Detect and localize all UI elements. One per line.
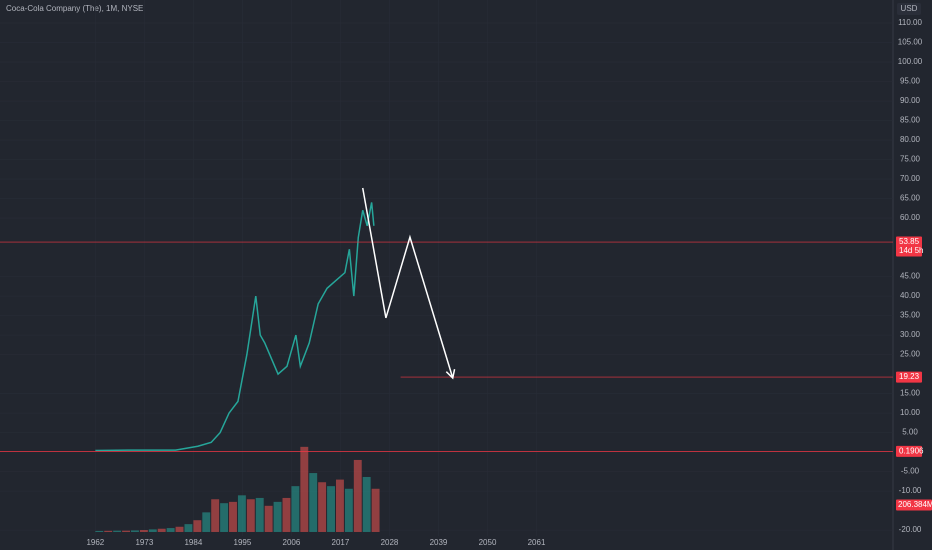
volume-bar: [104, 530, 113, 532]
price-tag-label: 0.1906: [899, 446, 924, 455]
y-tick-label: 80.00: [900, 135, 921, 144]
volume-bar: [184, 524, 193, 532]
volume-bar: [229, 501, 237, 532]
volume-bar: [255, 497, 264, 532]
x-tick-label: 2050: [479, 538, 497, 547]
x-tick-label: 1984: [184, 538, 202, 547]
volume-bar: [371, 488, 380, 532]
x-tick-label: 1962: [86, 538, 104, 547]
volume-tag: [896, 499, 932, 511]
y-tick-label: 85.00: [900, 116, 921, 125]
volume-bar: [220, 503, 229, 532]
volume-bar: [166, 528, 175, 532]
x-tick-label: 2039: [430, 538, 448, 547]
volume-bar: [318, 482, 327, 532]
y-tick-label: 75.00: [900, 155, 921, 164]
volume-bar: [300, 446, 309, 532]
y-tick-label: -20.00: [899, 525, 922, 534]
annotation-arrowhead: [445, 369, 456, 380]
y-tick-label: 105.00: [898, 38, 923, 47]
volume-bar: [353, 459, 362, 532]
y-tick-label: 40.00: [900, 291, 921, 300]
chart-title: Coca-Cola Company (The), 1M, NYSE: [6, 4, 143, 13]
y-tick-label: 15.00: [900, 389, 921, 398]
price-tag: [896, 445, 922, 457]
y-tick-label: 5.00: [902, 428, 918, 437]
volume-bar: [282, 497, 291, 532]
volume-bar: [291, 486, 300, 532]
volume-bar: [237, 495, 246, 532]
volume-bar: [309, 473, 318, 532]
volume-bar: [211, 499, 220, 532]
x-tick-label: 2017: [332, 538, 350, 547]
currency[interactable]: USD: [901, 4, 918, 13]
x-tick-label: 1973: [135, 538, 153, 547]
volume-bar: [246, 499, 255, 532]
y-tick-label: 70.00: [900, 174, 921, 183]
y-tick-label: -10.00: [899, 486, 922, 495]
price-tag: [896, 371, 922, 383]
volume-bar: [95, 530, 104, 532]
countdown: 14d 5h: [899, 246, 923, 255]
volume-bar: [327, 486, 335, 532]
volume-bar: [157, 528, 166, 532]
y-tick-label: 35.00: [900, 311, 921, 320]
volume-bar: [193, 520, 202, 532]
price-tag-label: 53.85: [899, 237, 920, 246]
volume-bar: [113, 530, 122, 532]
y-tick-label: 90.00: [900, 96, 921, 105]
price-tag-label: 19.23: [899, 372, 920, 381]
currency-box[interactable]: [897, 3, 921, 15]
volume-bar: [273, 501, 282, 532]
y-tick-label: 60.00: [900, 213, 921, 222]
y-tick-label: 25.00: [900, 350, 921, 359]
x-tick-label: 2061: [528, 538, 546, 547]
volume-bar: [175, 526, 184, 532]
volume-bar: [139, 530, 148, 532]
x-tick-label: 2028: [381, 538, 399, 547]
volume-bar: [335, 479, 344, 532]
volume-bar: [122, 530, 131, 532]
x-tick-label: 1995: [234, 538, 252, 547]
price-line: [95, 202, 375, 452]
annotation-zigzag: [361, 187, 454, 379]
y-tick-label: 65.00: [900, 194, 921, 203]
y-tick-label: 10.00: [900, 408, 921, 417]
y-tick-label: 110.00: [898, 18, 922, 27]
volume-bar: [202, 512, 211, 532]
y-tick-label: 95.00: [900, 77, 921, 86]
y-tick-label: 30.00: [900, 330, 921, 339]
price-tag: [896, 236, 922, 257]
volume-bar: [131, 530, 139, 532]
y-tick-label: -5.00: [901, 467, 920, 476]
volume-bar: [264, 505, 273, 532]
volume-bar: [362, 476, 371, 532]
y-tick-label: 100.00: [898, 57, 923, 66]
volume-tag-label: 206.384M: [898, 500, 932, 509]
x-tick-label: 2006: [283, 538, 301, 547]
y-tick-label: 45.00: [900, 272, 921, 281]
volume-bar: [148, 529, 157, 532]
volume-bar: [344, 488, 353, 532]
